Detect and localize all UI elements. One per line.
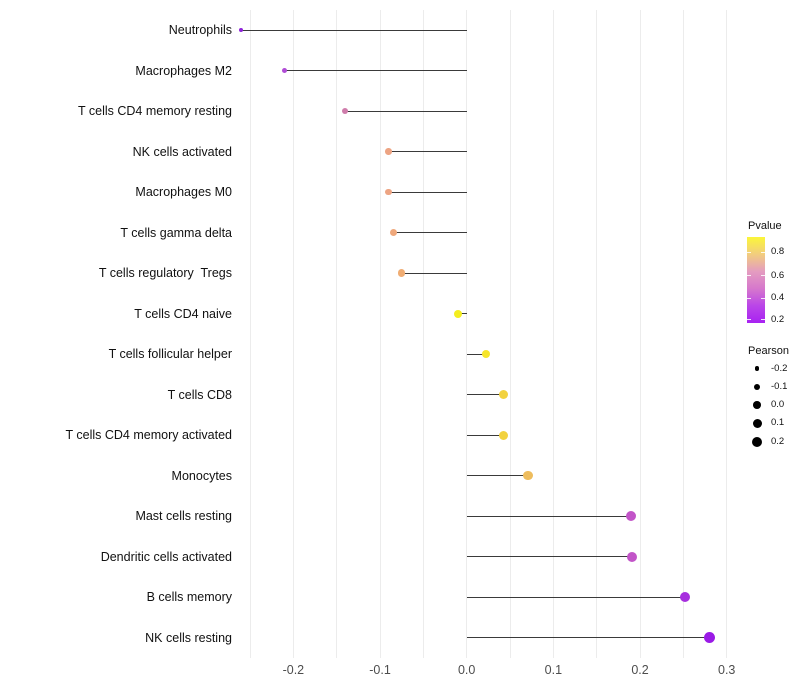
gridline [466, 10, 468, 658]
lollipop-dot [385, 188, 392, 196]
lollipop-dot [239, 28, 244, 32]
lollipop-dot [627, 551, 638, 562]
lollipop-dot [523, 470, 533, 481]
pvalue-colorbar [747, 237, 765, 323]
category-label: Mast cells resting [135, 509, 232, 523]
colorbar-tick [761, 251, 765, 253]
size-legend-dot [752, 436, 762, 447]
size-legend-dot [752, 418, 762, 428]
size-legend-label: -0.2 [771, 362, 788, 374]
lollipop-dot [498, 390, 508, 399]
colorbar-tick [747, 297, 751, 299]
gridline [292, 10, 294, 658]
lollipop-stem [393, 232, 467, 233]
category-label: T cells follicular helper [108, 347, 232, 361]
lollipop-stem [241, 29, 467, 31]
lollipop-dot [626, 511, 637, 521]
x-tick-label: -0.2 [282, 663, 305, 677]
lollipop-dot [282, 68, 288, 73]
size-legend-label: 0.1 [771, 417, 785, 429]
category-label: T cells CD4 naive [134, 306, 232, 321]
size-legend-label: 0.2 [771, 435, 785, 447]
size-legend-label: -0.1 [771, 380, 788, 392]
lollipop-stem [466, 515, 632, 517]
category-label: Dendritic cells activated [100, 549, 232, 564]
lollipop-stem [466, 596, 686, 598]
lollipop-dot [397, 269, 406, 277]
gridline [379, 10, 381, 658]
size-legend-dot [753, 401, 761, 409]
colorbar-tick [761, 275, 765, 277]
category-label: T cells CD8 [167, 387, 232, 402]
gridline [422, 10, 424, 658]
size-legend-dot [753, 383, 761, 390]
gridline [552, 10, 554, 658]
x-tick-label: 0.1 [544, 663, 563, 677]
lollipop-stem [284, 70, 467, 71]
colorbar-tick-label: 0.8 [771, 246, 785, 258]
lollipop-dot [454, 309, 463, 318]
gridline [336, 10, 338, 658]
gridline [639, 10, 641, 658]
lollipop-stem [466, 475, 529, 476]
lollipop-stem [458, 313, 467, 314]
lollipop-stem [401, 272, 467, 274]
colorbar-tick-label: 0.6 [771, 269, 785, 281]
lollipop-stem [466, 434, 504, 436]
category-label: B cells memory [146, 590, 232, 604]
colorbar-tick-label: 0.2 [771, 313, 785, 325]
category-label: NK cells activated [132, 144, 232, 159]
lollipop-dot [499, 430, 509, 440]
category-label: Monocytes [171, 468, 232, 483]
category-label: NK cells resting [145, 630, 232, 645]
category-label: Neutrophils [168, 23, 232, 37]
lollipop-stem [345, 110, 467, 112]
category-label: Macrophages M2 [135, 63, 232, 78]
category-label: Macrophages M0 [135, 185, 232, 199]
colorbar-tick [747, 275, 751, 277]
lollipop-stem [466, 556, 633, 557]
category-label: T cells gamma delta [120, 225, 232, 240]
x-tick-label: 0.3 [718, 663, 736, 677]
gridline [726, 10, 728, 658]
x-tick-label: -0.1 [369, 663, 391, 677]
lollipop-dot [389, 229, 397, 236]
category-label: T cells CD4 memory resting [78, 104, 232, 118]
lollipop-stem [388, 191, 467, 193]
lollipop-dot [342, 108, 349, 114]
lollipop-dot [703, 632, 715, 643]
lollipop-dot [679, 591, 691, 603]
gridline [249, 10, 251, 658]
pearson-legend-title: Pearson [748, 345, 789, 357]
size-legend-dot [754, 366, 760, 371]
size-legend-label: 0.0 [771, 399, 785, 411]
lollipop-stem [388, 151, 467, 152]
colorbar-tick [747, 251, 751, 253]
gridline [509, 10, 511, 658]
colorbar-tick-label: 0.4 [771, 292, 785, 304]
colorbar-tick [747, 319, 751, 321]
colorbar-tick [761, 319, 765, 321]
category-label: T cells regulatory Tregs [98, 266, 232, 280]
lollipop-stem [466, 637, 710, 638]
x-tick-label: 0.2 [631, 663, 649, 677]
lollipop-stem [466, 394, 504, 395]
pvalue-legend-title: Pvalue [748, 220, 782, 232]
category-label: T cells CD4 memory activated [65, 428, 233, 442]
colorbar-tick [761, 297, 765, 299]
lollipop-dot [385, 148, 392, 155]
x-tick-label: 0.0 [457, 663, 476, 677]
gridline [682, 10, 684, 658]
gridline [596, 10, 598, 658]
lollipop-stem [466, 353, 486, 355]
lollipop-dot [481, 349, 491, 359]
